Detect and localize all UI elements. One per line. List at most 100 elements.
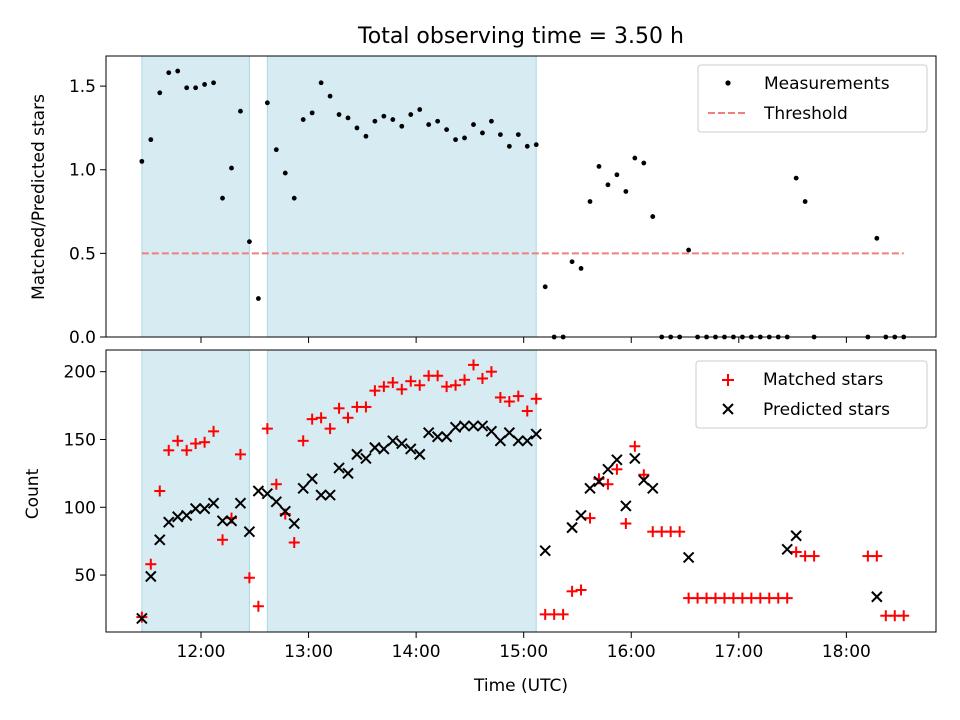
- measurement-point: [318, 80, 324, 86]
- measurement-point: [444, 127, 450, 132]
- predicted-star-point: [476, 420, 489, 432]
- predicted-star-stroke: [539, 544, 551, 557]
- top-legend: Measurements Threshold: [697, 64, 928, 133]
- predicted-star-point: [288, 517, 300, 530]
- measurement-point: [426, 122, 432, 127]
- bottom-shaded-regions: [141, 349, 537, 633]
- measurement-point: [417, 107, 423, 112]
- predicted-star-stroke: [871, 591, 883, 603]
- matched-star-point: [190, 438, 202, 450]
- bottom-panel: 50 100 150 200 12:00 13:00 14:00 15:00 16:00 17:…: [23, 349, 937, 696]
- matched-star-point: [297, 435, 309, 447]
- predicted-star-stroke: [521, 435, 533, 447]
- matched-star-point: [808, 550, 820, 562]
- predicted-star-stroke: [189, 502, 202, 515]
- predicted-star-stroke: [207, 497, 220, 509]
- chart-title: Total observing time = 3.50 h: [357, 24, 684, 49]
- predicted-star-stroke: [315, 489, 327, 501]
- predicted-star-point: [422, 426, 435, 439]
- measurement-point: [453, 137, 458, 143]
- predicted-star-point: [261, 488, 274, 500]
- predicted-star-point: [171, 511, 184, 523]
- predicted-star-point: [440, 431, 453, 443]
- measurement-point: [515, 132, 521, 138]
- measurement-point: [408, 112, 414, 117]
- predicted-star-stroke: [342, 467, 354, 480]
- matched-star-point: [871, 550, 883, 562]
- measurement-point: [273, 147, 279, 153]
- legend-measurements-marker: [725, 80, 731, 86]
- predicted-star-stroke: [593, 475, 605, 488]
- predicted-star-stroke: [145, 570, 157, 583]
- predicted-star-stroke: [387, 435, 399, 447]
- measurement-point: [175, 68, 181, 74]
- matched-star-point: [566, 585, 578, 597]
- predicted-star-point: [611, 454, 623, 466]
- legend-threshold-label: Threshold: [763, 104, 848, 124]
- predicted-star-point: [871, 591, 883, 603]
- matched-star-point: [530, 393, 542, 405]
- predicted-star-point: [790, 530, 802, 542]
- predicted-star-stroke: [306, 473, 318, 485]
- matched-star-point: [243, 572, 255, 584]
- matched-star-point: [476, 372, 488, 384]
- predicted-star-stroke: [261, 488, 274, 500]
- predicted-star-point: [414, 448, 426, 461]
- measurement-point: [345, 115, 351, 121]
- predicted-star-point: [198, 502, 211, 515]
- top-panel: 0.0 0.5 1.0 1.5 Matched/Predicted stars Mea…: [29, 55, 937, 348]
- measurement-point: [309, 110, 315, 116]
- measurement-point: [650, 214, 656, 219]
- predicted-star-stroke: [288, 517, 300, 530]
- shaded-interval: [266, 55, 537, 338]
- predicted-stars-points: [136, 420, 883, 625]
- predicted-star-stroke: [369, 441, 381, 454]
- matched-star-point: [387, 377, 399, 389]
- predicted-star-stroke: [467, 420, 480, 432]
- matched-star-point: [360, 401, 372, 413]
- measurement-point: [148, 137, 154, 143]
- predicted-star-stroke: [566, 521, 578, 534]
- x-axis-label: Time (UTC): [473, 676, 568, 696]
- matched-star-point: [324, 423, 336, 435]
- predicted-star-point: [593, 475, 605, 488]
- measurement-point: [874, 235, 880, 241]
- predicted-star-point: [279, 505, 291, 518]
- measurement-point: [506, 143, 512, 149]
- bottom-legend: Matched stars Predicted stars: [695, 360, 928, 429]
- predicted-star-point: [602, 463, 614, 476]
- predicted-star-stroke: [602, 463, 614, 476]
- predicted-star-point: [539, 544, 551, 557]
- predicted-star-point: [252, 485, 265, 497]
- predicted-star-stroke: [629, 452, 641, 465]
- matched-star-point: [602, 478, 614, 490]
- predicted-star-stroke: [180, 509, 193, 522]
- predicted-star-point: [315, 489, 327, 501]
- x-tick-label: 18:00: [822, 642, 871, 662]
- measurement-point: [462, 135, 467, 141]
- legend-predicted-marker: [722, 403, 734, 415]
- predicted-star-point: [575, 509, 587, 522]
- predicted-star-stroke: [575, 509, 587, 522]
- shaded-interval: [141, 55, 250, 338]
- predicted-star-stroke: [647, 482, 659, 494]
- matched-star-point: [414, 379, 426, 391]
- predicted-star-point: [512, 435, 525, 447]
- predicted-star-point: [629, 452, 641, 465]
- measurement-point: [139, 158, 145, 164]
- measurement-point: [166, 70, 172, 76]
- matched-star-point: [181, 444, 193, 456]
- predicted-star-point: [584, 482, 596, 494]
- predicted-star-point: [163, 516, 175, 528]
- matched-star-point: [270, 478, 282, 490]
- predicted-star-stroke: [476, 420, 489, 432]
- predicted-star-point: [458, 420, 471, 432]
- measurement-point: [282, 170, 288, 176]
- measurement-point: [184, 85, 190, 91]
- matched-star-point: [584, 512, 596, 524]
- measurement-point: [202, 82, 207, 87]
- predicted-star-stroke: [584, 482, 596, 494]
- bottom-axes-frame: [105, 349, 937, 633]
- predicted-star-point: [145, 570, 157, 583]
